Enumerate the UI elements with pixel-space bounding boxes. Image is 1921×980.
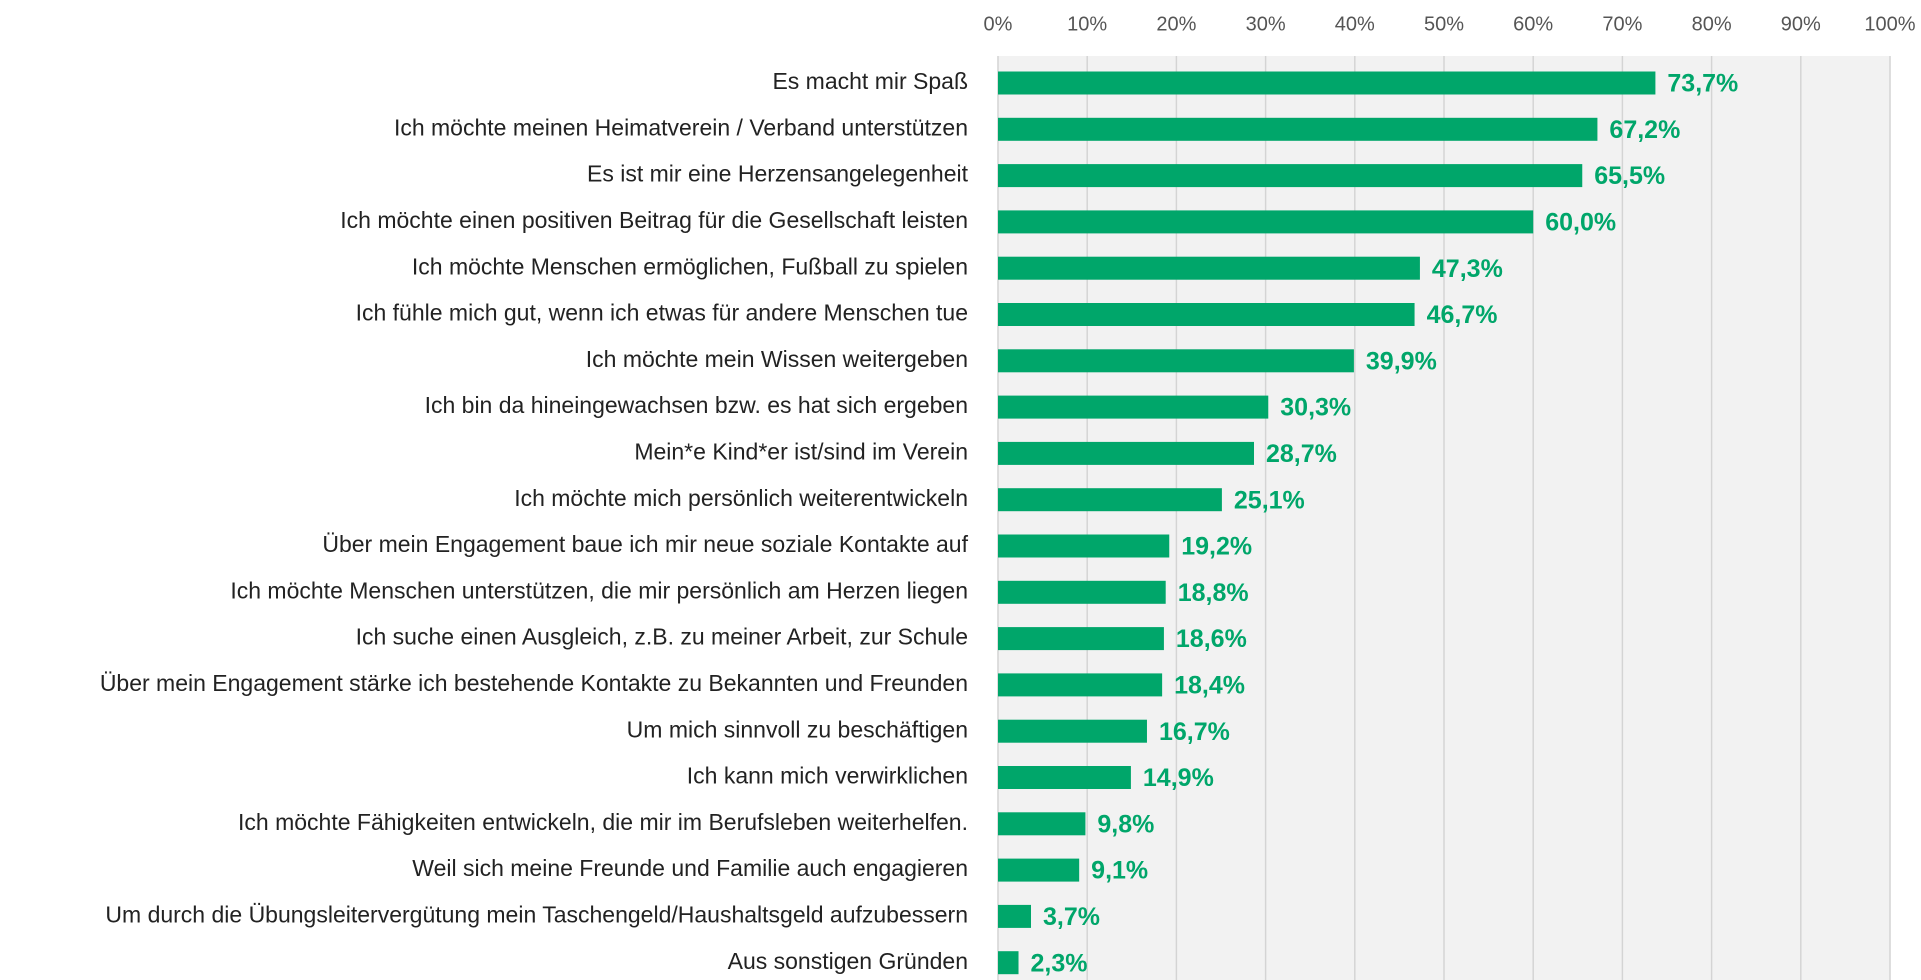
bar bbox=[998, 812, 1086, 836]
category-label: Mein*e Kind*er ist/sind im Verein bbox=[634, 438, 968, 464]
bar bbox=[998, 951, 1019, 975]
category-label: Aus sonstigen Gründen bbox=[728, 948, 968, 974]
category-label: Es ist mir eine Herzensangelegenheit bbox=[587, 161, 969, 187]
bar bbox=[998, 766, 1131, 789]
bar bbox=[998, 349, 1354, 373]
x-tick-label: 0% bbox=[984, 13, 1013, 35]
bar bbox=[998, 210, 1534, 234]
bar bbox=[998, 719, 1147, 743]
value-label: 9,1% bbox=[1091, 857, 1148, 885]
value-label: 2,3% bbox=[1031, 949, 1088, 977]
bar bbox=[998, 303, 1415, 326]
value-label: 30,3% bbox=[1280, 394, 1351, 422]
bar bbox=[998, 71, 1656, 95]
category-label: Über mein Engagement stärke ich bestehen… bbox=[100, 670, 968, 696]
bar bbox=[998, 441, 1255, 465]
x-tick-label: 10% bbox=[1067, 13, 1107, 35]
category-label: Ich möchte Menschen ermöglichen, Fußball… bbox=[412, 253, 968, 279]
bar bbox=[998, 488, 1222, 512]
category-label: Über mein Engagement baue ich mir neue s… bbox=[322, 531, 968, 557]
category-label: Ich möchte mich persönlich weiterentwick… bbox=[514, 485, 968, 511]
bar bbox=[998, 164, 1583, 188]
value-label: 25,1% bbox=[1234, 486, 1305, 514]
bar bbox=[998, 395, 1269, 419]
bar bbox=[998, 627, 1164, 651]
bar bbox=[998, 117, 1598, 141]
bar bbox=[998, 858, 1080, 882]
category-label: Ich möchte Fähigkeiten entwickeln, die m… bbox=[238, 809, 968, 835]
value-label: 3,7% bbox=[1043, 903, 1100, 931]
value-label: 67,2% bbox=[1609, 116, 1680, 144]
bar bbox=[998, 673, 1163, 697]
value-label: 18,6% bbox=[1176, 625, 1247, 653]
x-tick-label: 40% bbox=[1335, 13, 1375, 35]
value-label: 18,4% bbox=[1174, 672, 1245, 700]
x-tick-label: 100% bbox=[1864, 13, 1915, 35]
value-label: 16,7% bbox=[1159, 718, 1230, 746]
x-tick-label: 90% bbox=[1781, 13, 1821, 35]
category-label: Ich möchte Menschen unterstützen, die mi… bbox=[230, 577, 968, 603]
value-label: 39,9% bbox=[1366, 347, 1437, 375]
category-label: Weil sich meine Freunde und Familie auch… bbox=[412, 855, 968, 881]
x-tick-label: 20% bbox=[1156, 13, 1196, 35]
value-label: 18,8% bbox=[1178, 579, 1249, 607]
category-label: Es macht mir Spaß bbox=[772, 68, 968, 94]
bar bbox=[998, 534, 1170, 558]
value-label: 9,8% bbox=[1097, 810, 1154, 838]
category-label: Ich möchte mein Wissen weitergeben bbox=[586, 346, 968, 372]
value-label: 73,7% bbox=[1667, 70, 1738, 98]
category-label: Ich suche einen Ausgleich, z.B. zu meine… bbox=[356, 624, 968, 650]
x-tick-label: 70% bbox=[1602, 13, 1642, 35]
bar bbox=[998, 256, 1420, 280]
value-label: 19,2% bbox=[1181, 533, 1252, 561]
x-tick-label: 80% bbox=[1692, 13, 1732, 35]
x-tick-label: 50% bbox=[1424, 13, 1464, 35]
category-label: Ich bin da hineingewachsen bzw. es hat s… bbox=[425, 392, 968, 418]
category-label: Ich möchte meinen Heimatverein / Verband… bbox=[394, 114, 968, 140]
value-label: 60,0% bbox=[1545, 209, 1616, 237]
bar bbox=[998, 904, 1032, 928]
value-label: 46,7% bbox=[1427, 301, 1498, 329]
value-label: 28,7% bbox=[1266, 440, 1337, 468]
category-label: Um mich sinnvoll zu beschäftigen bbox=[627, 716, 968, 742]
category-label: Um durch die Übungsleitervergütung mein … bbox=[105, 901, 968, 927]
category-label: Ich kann mich verwirklichen bbox=[687, 763, 968, 789]
category-label: Ich fühle mich gut, wenn ich etwas für a… bbox=[356, 300, 968, 326]
category-label: Ich möchte einen positiven Beitrag für d… bbox=[340, 207, 968, 233]
value-label: 14,9% bbox=[1143, 764, 1214, 792]
x-tick-label: 30% bbox=[1246, 13, 1286, 35]
value-label: 65,5% bbox=[1594, 162, 1665, 190]
x-tick-label: 60% bbox=[1513, 13, 1553, 35]
bar bbox=[998, 580, 1166, 604]
value-label: 47,3% bbox=[1432, 255, 1503, 283]
